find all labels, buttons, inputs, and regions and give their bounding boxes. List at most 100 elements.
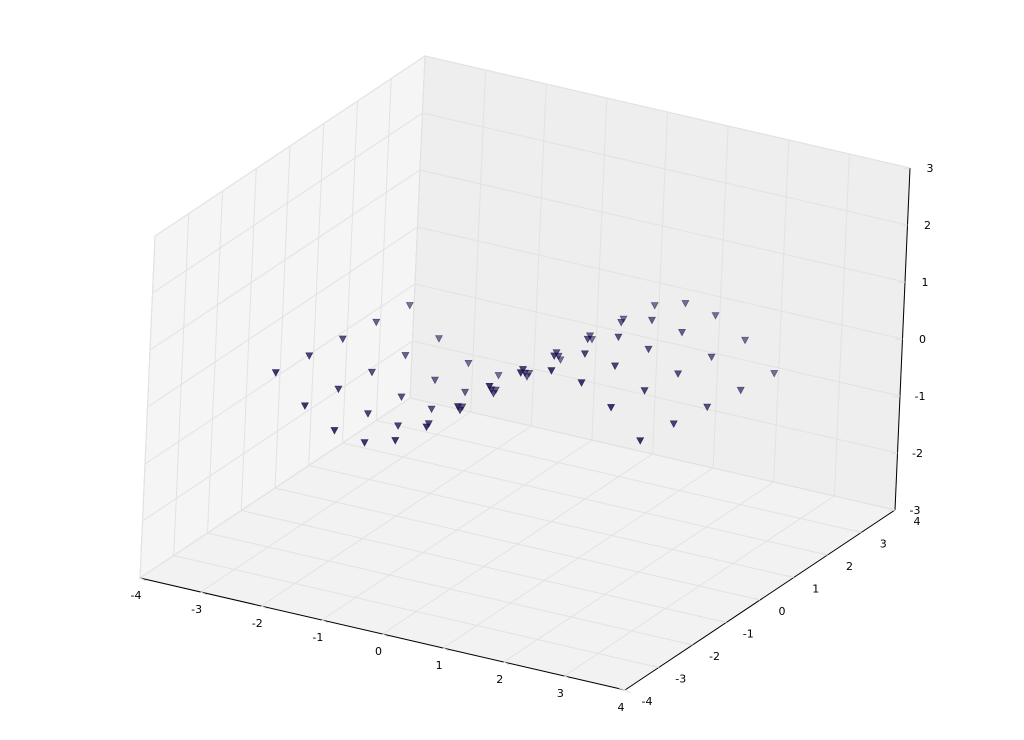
grid-line xyxy=(342,442,828,556)
grid-line xyxy=(147,226,418,408)
y-tick xyxy=(720,620,727,623)
grid-line xyxy=(414,283,901,397)
z-tick-label: -2 xyxy=(912,447,923,460)
point xyxy=(669,420,678,428)
point xyxy=(338,335,347,344)
point xyxy=(427,405,436,414)
point xyxy=(619,315,628,324)
x-tick-label: 0 xyxy=(375,645,382,658)
point xyxy=(458,403,467,412)
point xyxy=(360,439,369,447)
point xyxy=(434,335,443,343)
point xyxy=(770,370,779,378)
z-tick-label: 1 xyxy=(922,276,929,289)
point xyxy=(674,370,683,378)
grid-line xyxy=(241,510,727,623)
x-tick xyxy=(321,619,329,624)
y-tick-label: 1 xyxy=(812,583,819,596)
y-tick-label: 4 xyxy=(914,515,921,528)
point xyxy=(650,302,659,310)
point xyxy=(430,376,439,385)
x-tick-label: -1 xyxy=(312,631,323,644)
x-tick-label: -3 xyxy=(191,603,202,616)
point xyxy=(580,350,589,358)
z-tick-label: 2 xyxy=(924,219,931,232)
x-tick xyxy=(139,577,147,582)
point xyxy=(741,336,750,345)
grid-line xyxy=(422,112,908,226)
point xyxy=(636,437,645,445)
x-tick xyxy=(261,605,268,610)
point xyxy=(367,368,376,377)
point xyxy=(614,333,623,342)
point xyxy=(401,352,410,360)
grid-line xyxy=(274,487,761,601)
point xyxy=(640,387,649,395)
point xyxy=(607,404,616,412)
grid-line xyxy=(419,169,906,283)
point xyxy=(707,353,716,362)
point xyxy=(405,302,414,310)
z-tick-label: -1 xyxy=(915,390,926,403)
point xyxy=(271,369,280,377)
x-tick xyxy=(564,675,571,680)
y-tick xyxy=(686,642,693,646)
point xyxy=(391,437,400,445)
grid-line xyxy=(142,340,413,522)
y-tick xyxy=(787,575,794,578)
point xyxy=(494,372,503,380)
point xyxy=(300,402,309,410)
point xyxy=(711,312,720,320)
x-tick-label: 2 xyxy=(496,673,503,686)
y-tick-label: 2 xyxy=(846,560,853,573)
y-tick xyxy=(618,687,626,691)
point xyxy=(461,388,470,397)
y-tick xyxy=(855,530,862,533)
z-tick xyxy=(895,338,903,341)
x-tick xyxy=(200,591,207,596)
x-tick-label: 4 xyxy=(618,701,625,714)
point xyxy=(678,329,687,337)
x-tick xyxy=(382,633,389,638)
grid-line xyxy=(149,169,421,351)
grid-line xyxy=(154,55,426,237)
z-tick xyxy=(887,509,896,512)
z-tick-label: 3 xyxy=(927,162,934,175)
point xyxy=(611,362,620,371)
point xyxy=(363,410,372,418)
point xyxy=(525,369,534,378)
y-tick-label: -2 xyxy=(709,650,720,663)
x-tick-label: -2 xyxy=(252,617,263,630)
point xyxy=(547,367,556,375)
point xyxy=(586,332,595,340)
x-tick-label: -4 xyxy=(131,589,142,602)
point xyxy=(554,352,563,361)
grid-line xyxy=(424,55,911,169)
y-tick-label: -1 xyxy=(743,628,754,641)
point xyxy=(424,420,433,428)
x-tick xyxy=(503,661,510,666)
point xyxy=(552,349,561,357)
point xyxy=(519,366,528,374)
point xyxy=(491,386,500,395)
point xyxy=(394,422,403,430)
y-tick xyxy=(821,552,828,556)
grid-line xyxy=(144,283,416,465)
x-tick xyxy=(442,647,450,652)
point xyxy=(587,336,597,344)
grid-line xyxy=(139,397,411,579)
x-tick-label: 3 xyxy=(557,687,564,700)
point xyxy=(644,345,653,354)
point xyxy=(464,359,473,368)
x-tick xyxy=(624,689,632,694)
grid-line xyxy=(308,465,794,578)
grid-line xyxy=(412,340,898,454)
grid-line xyxy=(376,420,862,533)
x-tick-label: 1 xyxy=(436,659,443,672)
z-tick xyxy=(890,452,898,455)
point xyxy=(577,379,586,387)
grid-line xyxy=(152,112,423,294)
grid-line xyxy=(207,532,693,646)
z-tick xyxy=(902,167,911,170)
